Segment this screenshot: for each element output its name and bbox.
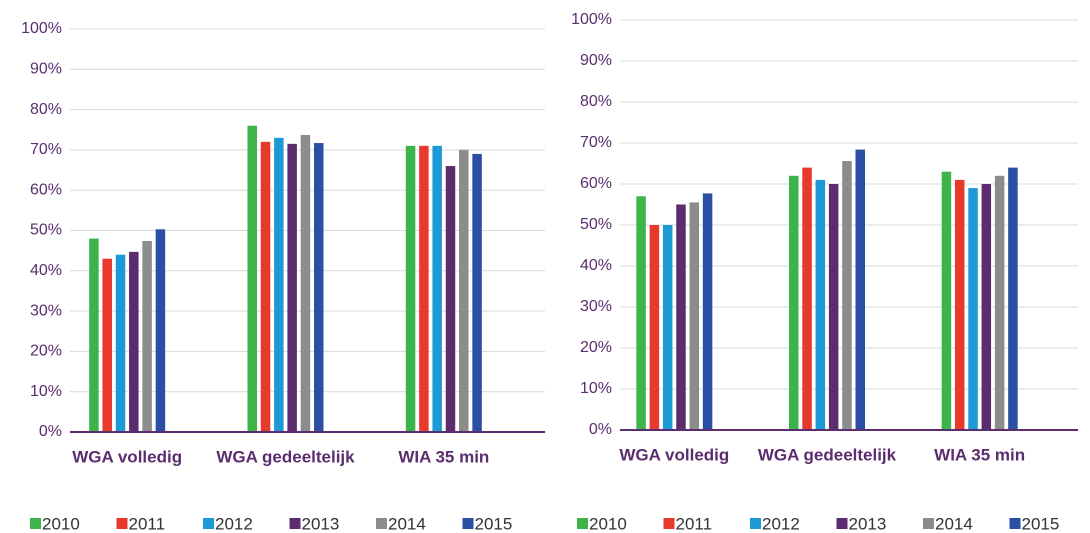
bar	[419, 145, 429, 432]
legend-swatch	[376, 518, 387, 529]
y-tick-label: 80%	[30, 101, 62, 118]
bar	[260, 141, 271, 432]
bar	[981, 184, 992, 430]
y-tick-label: 100%	[571, 11, 612, 28]
bar	[115, 254, 126, 432]
bar	[702, 193, 713, 430]
bar	[828, 184, 839, 430]
legend-swatch	[462, 518, 474, 529]
y-tick-label: 0%	[589, 421, 612, 438]
bar	[155, 229, 166, 432]
x-tick-label: WIA 35 min	[398, 447, 489, 466]
legend-label: 2014	[935, 514, 973, 533]
y-tick-label: 100%	[21, 20, 62, 37]
y-tick-label: 40%	[30, 262, 62, 279]
legend-label: 2014	[388, 514, 426, 533]
y-tick-label: 10%	[30, 383, 62, 400]
bar	[689, 202, 700, 430]
legend-label: 2011	[676, 514, 713, 533]
bar	[968, 188, 978, 430]
bar	[662, 225, 673, 430]
x-tick-label: WGA volledig	[619, 445, 729, 464]
legend-label: 2015	[1022, 514, 1060, 533]
bar	[314, 143, 324, 432]
bar	[941, 171, 952, 430]
y-tick-label: 30%	[580, 298, 612, 315]
y-tick-label: 80%	[580, 93, 612, 110]
bar	[445, 166, 456, 432]
legend-label: 2013	[849, 514, 887, 533]
legend-swatch	[203, 518, 214, 529]
y-tick-label: 10%	[580, 380, 612, 397]
bar	[89, 238, 99, 432]
bar	[459, 149, 469, 432]
bar	[142, 240, 152, 432]
legend-label: 2010	[42, 514, 80, 533]
bar	[636, 196, 646, 430]
y-tick-label: 40%	[580, 257, 612, 274]
legend-label: 2012	[762, 514, 800, 533]
x-tick-label: WIA 35 min	[934, 445, 1025, 464]
bar	[954, 179, 965, 430]
bar	[842, 161, 852, 431]
bar	[405, 145, 416, 432]
bar	[102, 258, 112, 432]
y-tick-label: 60%	[580, 175, 612, 192]
legend-label: 2010	[589, 514, 627, 533]
y-tick-label: 70%	[580, 134, 612, 151]
bar	[129, 251, 139, 432]
y-tick-label: 20%	[30, 343, 62, 360]
legend-swatch	[289, 518, 301, 529]
y-tick-label: 0%	[39, 423, 62, 440]
bar	[815, 179, 826, 430]
bar	[855, 149, 865, 430]
bar	[274, 137, 284, 432]
y-tick-label: 50%	[30, 222, 62, 239]
x-tick-label: WGA volledig	[72, 447, 182, 466]
legend-swatch	[750, 518, 761, 529]
legend-swatch	[1009, 518, 1021, 529]
y-tick-label: 90%	[30, 61, 62, 78]
bar	[287, 143, 297, 433]
y-tick-label: 20%	[580, 339, 612, 356]
legend-label: 2011	[129, 514, 166, 533]
legend-swatch	[923, 518, 934, 529]
x-tick-label: WGA gedeeltelijk	[216, 447, 355, 466]
bar	[300, 134, 311, 432]
legend-label: 2013	[302, 514, 340, 533]
bar	[802, 167, 812, 430]
y-tick-label: 30%	[30, 302, 62, 319]
bar	[789, 175, 799, 430]
legend-swatch	[30, 518, 41, 529]
bar	[994, 175, 1005, 430]
legend-label: 2012	[215, 514, 253, 533]
legend-swatch	[836, 518, 848, 529]
bar	[1008, 167, 1018, 430]
y-tick-label: 90%	[580, 52, 612, 69]
x-tick-label: WGA gedeeltelijk	[758, 445, 897, 464]
legend-swatch	[116, 518, 128, 529]
bar	[432, 145, 442, 432]
bar	[649, 225, 660, 430]
y-tick-label: 50%	[580, 216, 612, 233]
bar	[247, 125, 257, 432]
legend-label: 2015	[475, 514, 513, 533]
bar	[472, 153, 482, 432]
y-tick-label: 60%	[30, 181, 62, 198]
y-tick-label: 70%	[30, 141, 62, 158]
bar	[676, 204, 686, 430]
legend-swatch	[577, 518, 588, 529]
legend-swatch	[663, 518, 675, 529]
